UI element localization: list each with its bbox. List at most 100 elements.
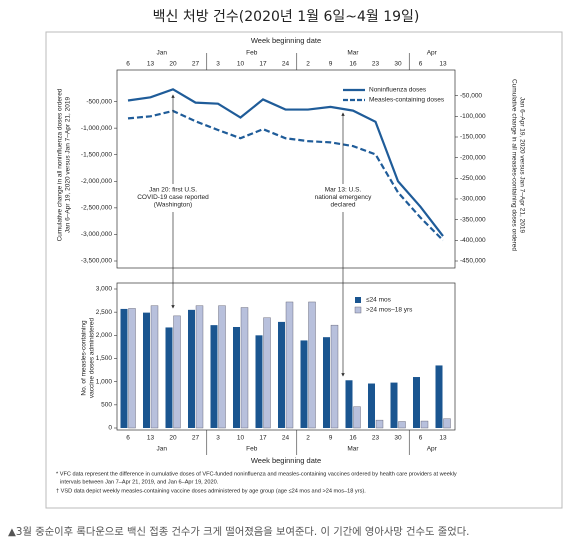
month-label: Mar — [347, 446, 359, 453]
x-tick-label: 27 — [192, 435, 200, 442]
x-tick-label: 13 — [147, 435, 155, 442]
axis-title: Jan 6–Apr 19, 2020 versus Jan 7–Apr 21, … — [518, 97, 525, 234]
y-tick-label: 3,000 — [96, 286, 113, 293]
bar — [233, 326, 240, 428]
legend-label: Noninfluenza doses — [369, 87, 427, 94]
bar — [308, 301, 316, 429]
frame — [45, 31, 563, 509]
x-tick-label: 30 — [394, 435, 402, 442]
y-tick-label: -2,500,000 — [81, 205, 112, 212]
month-label: Feb — [246, 446, 258, 453]
axis-title: Jan 6–Apr 19, 2020 versus Jan 7–Apr 21, … — [65, 96, 72, 233]
y-tick-label: 0 — [108, 425, 112, 432]
footnote: † VSD data depict weekly measles-contain… — [56, 488, 366, 494]
legend-swatch — [355, 297, 361, 303]
y-tick-label: -400,000 — [460, 237, 486, 244]
x-tick-label: 13 — [147, 61, 155, 68]
bar — [368, 383, 375, 428]
bar — [330, 324, 339, 429]
axis-title: vaccine doses administered — [89, 318, 96, 399]
x-tick-label: 10 — [237, 61, 245, 68]
x-tick-label: 6 — [419, 61, 423, 68]
bar — [255, 335, 263, 428]
x-tick-label: 6 — [126, 435, 130, 442]
plot-frame — [116, 282, 456, 431]
axis-title: Cumulative change in all measles-contain… — [510, 79, 517, 251]
x-tick-label: 13 — [439, 61, 447, 68]
annotation: national emergency — [315, 194, 372, 201]
y-tick-label: 500 — [101, 402, 112, 409]
x-tick-label: 3 — [216, 61, 220, 68]
x-axis-title: Week beginning date — [251, 456, 321, 465]
y-tick-label: 1,500 — [96, 355, 113, 362]
y-tick-label: -300,000 — [460, 196, 486, 203]
bar — [353, 406, 361, 429]
y-tick-label: -150,000 — [460, 134, 486, 141]
bar — [300, 340, 308, 428]
data-line — [127, 88, 444, 237]
x-tick-label: 24 — [282, 435, 290, 442]
y-tick-label: -2,000,000 — [81, 178, 112, 185]
bar — [143, 312, 150, 428]
x-tick-label: 10 — [237, 435, 245, 442]
legend-label: ≤24 mos — [366, 297, 392, 304]
x-tick-label: 20 — [169, 61, 177, 68]
y-tick-label: -50,000 — [460, 92, 482, 99]
bar — [398, 421, 406, 429]
legend-label: >24 mos–18 yrs — [366, 307, 413, 314]
bar — [128, 308, 136, 429]
y-tick-label: -1,000,000 — [81, 125, 112, 132]
x-tick-label: 16 — [349, 61, 357, 68]
annotation: Mar 13: U.S. — [325, 187, 362, 194]
x-tick-label: 16 — [349, 435, 357, 442]
bar — [435, 365, 443, 428]
bar — [375, 419, 384, 429]
x-tick-label: 17 — [259, 61, 267, 68]
annotation: declared — [331, 202, 356, 209]
month-label: Apr — [427, 446, 438, 453]
month-label: Jan — [157, 446, 168, 453]
y-tick-label: -250,000 — [460, 175, 486, 182]
x-tick-label: 6 — [419, 435, 423, 442]
month-label: Feb — [246, 50, 258, 57]
bar — [413, 377, 420, 428]
y-tick-label: -450,000 — [460, 258, 486, 265]
x-tick-label: 23 — [372, 435, 380, 442]
y-tick-label: -3,500,000 — [81, 258, 112, 265]
bar — [278, 321, 285, 428]
y-tick-label: -500,000 — [86, 98, 112, 105]
y-tick-label: 1,000 — [96, 378, 113, 385]
title: 백신 처방 건수(2020년 1월 6일~4월 19일) — [153, 9, 420, 25]
bar — [173, 315, 181, 429]
bar — [150, 305, 159, 429]
annotation: Jan 20: first U.S. — [149, 187, 197, 194]
y-tick-label: -200,000 — [460, 154, 486, 161]
bar — [195, 305, 204, 429]
bar — [188, 309, 195, 428]
x-tick-label: 27 — [192, 61, 200, 68]
x-tick-label: 9 — [329, 61, 333, 68]
y-tick-label: -100,000 — [460, 113, 486, 120]
x-tick-label: 30 — [394, 61, 402, 68]
bar — [120, 308, 128, 428]
footnote: * VFC data represent the difference in c… — [56, 471, 457, 477]
axis-title: Cumulative change in all noninfluenza do… — [57, 88, 64, 241]
month-label: Mar — [347, 50, 359, 57]
bar — [165, 327, 173, 428]
x-tick-label: 13 — [439, 435, 447, 442]
bar — [323, 337, 330, 428]
data-line — [127, 109, 444, 242]
x-axis-title: Week beginning date — [251, 36, 321, 45]
month-label: Apr — [427, 50, 438, 57]
x-tick-label: 24 — [282, 61, 290, 68]
x-tick-label: 20 — [169, 435, 177, 442]
y-tick-label: -3,000,000 — [81, 231, 112, 238]
month-label: Jan — [157, 50, 168, 57]
bar — [240, 307, 249, 429]
x-tick-label: 6 — [126, 61, 130, 68]
bar — [263, 317, 271, 429]
x-tick-label: 17 — [259, 435, 267, 442]
footnote: intervals between Jan 7–Apr 21, 2019, an… — [60, 479, 219, 485]
bar — [345, 380, 353, 428]
